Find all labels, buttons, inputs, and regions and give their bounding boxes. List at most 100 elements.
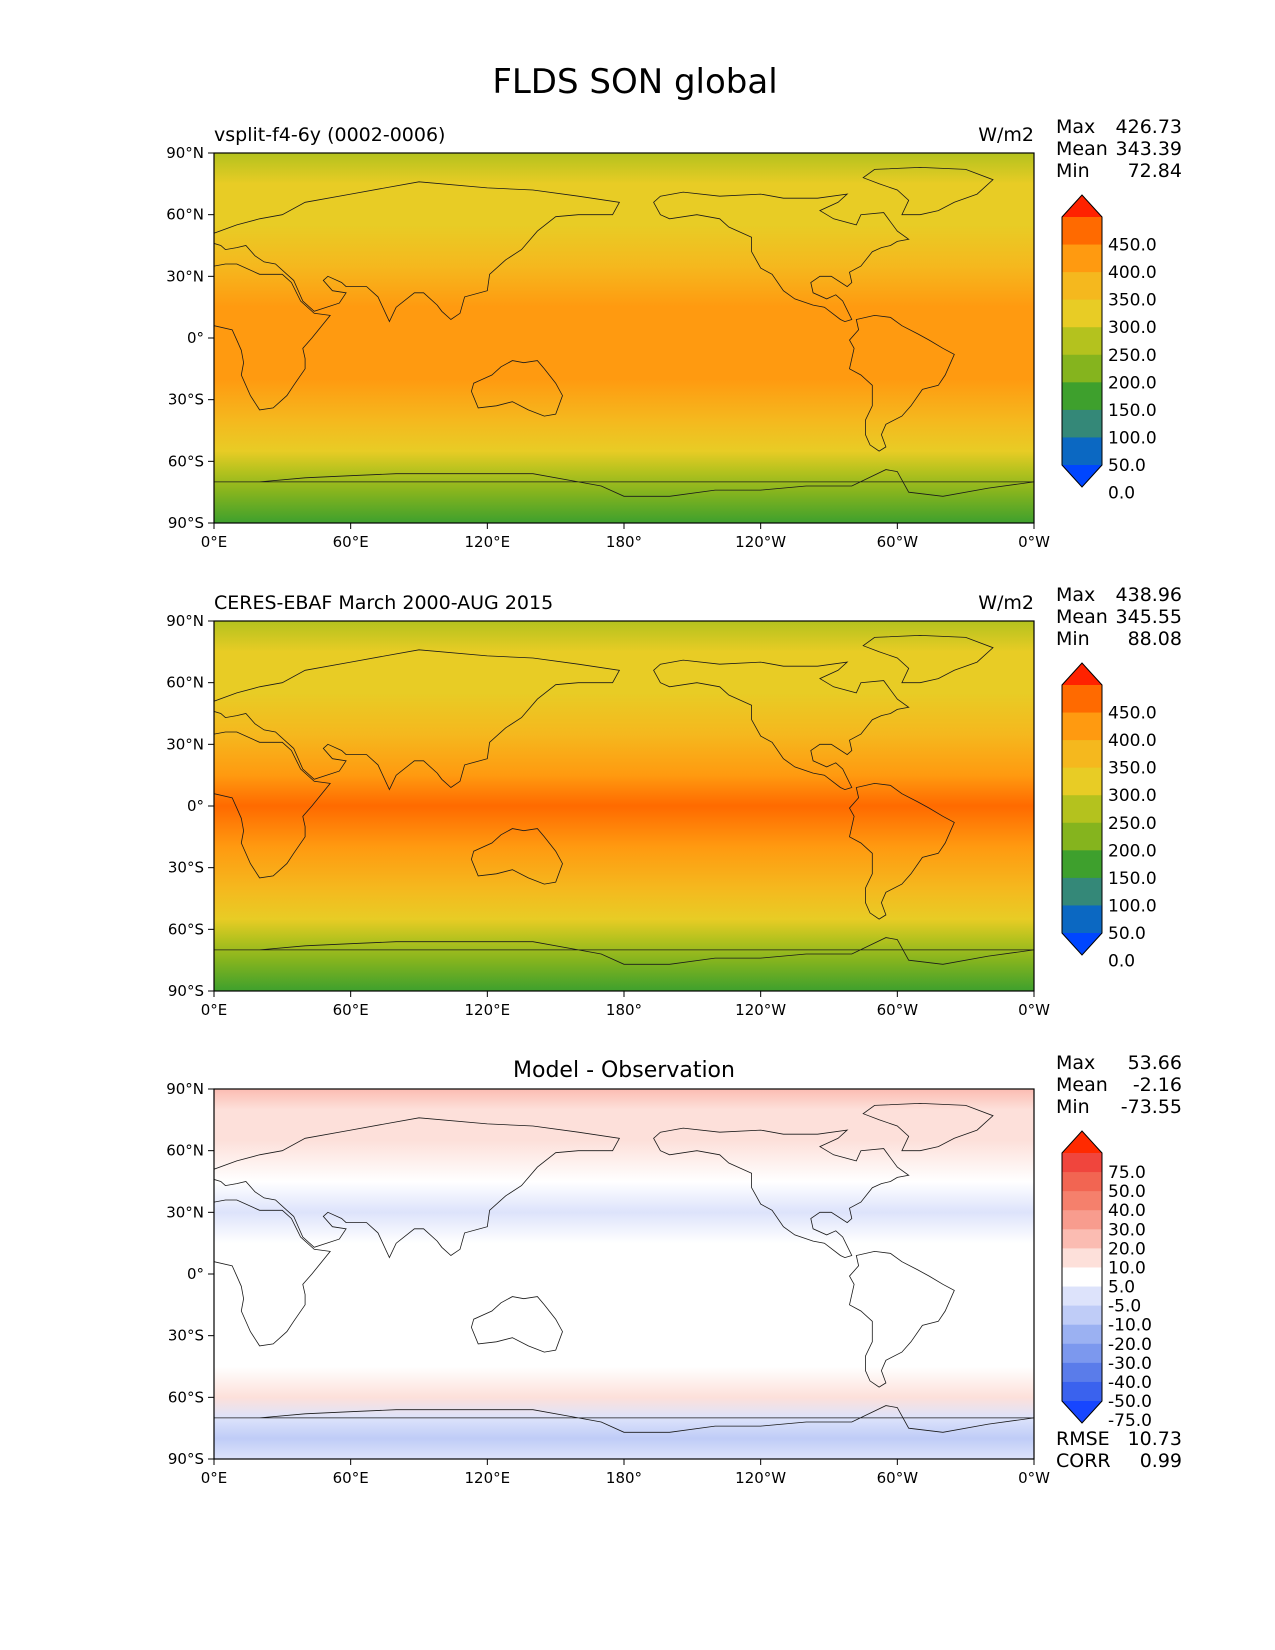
x-tick-label: 60°E xyxy=(333,1469,369,1487)
colorbar-segment xyxy=(1062,1362,1102,1383)
stat-label: Min xyxy=(1056,628,1090,650)
colorbar-extend-min xyxy=(1062,1401,1102,1423)
x-tick-label: 0°E xyxy=(201,1001,228,1019)
colorbar-segment xyxy=(1062,1248,1102,1268)
stat-value: 426.73 xyxy=(1116,116,1182,138)
stat-value: 438.96 xyxy=(1116,584,1182,606)
x-tick-label: 0°E xyxy=(201,1469,228,1487)
y-tick-label: 30°N xyxy=(166,267,204,285)
colorbar-segment xyxy=(1062,795,1102,824)
panel-units: W/m2 xyxy=(978,124,1034,146)
colorbar-segment xyxy=(1062,1229,1102,1249)
colorbar-segment xyxy=(1062,272,1102,301)
colorbar-tick-label: 50.0 xyxy=(1108,456,1146,476)
y-tick-label: 60°N xyxy=(166,674,204,692)
colorbar-outline xyxy=(1061,1130,1103,1424)
stat-value: -2.16 xyxy=(1133,1074,1182,1096)
x-tick-label: 120°E xyxy=(465,533,511,551)
panel-units: W/m2 xyxy=(978,592,1034,614)
colorbar-segment xyxy=(1062,767,1102,796)
colorbar-extend-max xyxy=(1062,1131,1102,1153)
colorbar-segment xyxy=(1062,685,1102,714)
colorbar: 450.0 400.0 350.0 300.0 250.0 200.0 150.0 100.0… xyxy=(1061,662,1157,972)
colorbar-tick-label: 10.0 xyxy=(1108,1258,1146,1278)
stat-label: Mean xyxy=(1056,1074,1108,1096)
stat-value: 343.39 xyxy=(1116,138,1182,160)
stat-label: Min xyxy=(1056,1096,1090,1118)
y-tick-label: 90°S xyxy=(168,514,204,532)
colorbar-segment xyxy=(1062,354,1102,383)
colorbar-segment xyxy=(1062,712,1102,741)
colorbar-extend-max xyxy=(1062,663,1102,685)
colorbar-segment xyxy=(1062,740,1102,769)
colorbar-tick-label: -40.0 xyxy=(1108,1373,1152,1393)
y-tick-label: 0° xyxy=(187,1265,204,1283)
colorbar-tick-label: 150.0 xyxy=(1108,401,1157,421)
y-tick-label: 60°S xyxy=(168,452,204,470)
colorbar-tick-label: 100.0 xyxy=(1108,428,1157,448)
x-tick-label: 120°W xyxy=(735,1001,786,1019)
panel-title: CERES-EBAF March 2000-AUG 2015 xyxy=(214,592,553,614)
map-panel-3: Model - Observation 90°N 60°N 30°N 0° 30°S 60°… xyxy=(166,1052,1182,1487)
colorbar-tick-label: 400.0 xyxy=(1108,731,1157,751)
stat-value: 345.55 xyxy=(1116,606,1182,628)
y-tick-label: 90°S xyxy=(168,1450,204,1468)
colorbar-extend-min xyxy=(1062,465,1102,487)
colorbar-tick-label: 0.0 xyxy=(1108,952,1135,972)
colorbar-segment xyxy=(1062,1153,1102,1173)
x-tick-label: 180° xyxy=(606,1001,642,1019)
colorbar-segment xyxy=(1062,409,1102,438)
x-tick-label: 180° xyxy=(606,1469,642,1487)
x-tick-label: 180° xyxy=(606,533,642,551)
colorbar-segment xyxy=(1062,1210,1102,1230)
y-tick-label: 90°S xyxy=(168,982,204,1000)
figure-title: FLDS SON global xyxy=(492,62,777,102)
x-tick-label: 60°W xyxy=(877,1001,919,1019)
colorbar: 450.0 400.0 350.0 300.0 250.0 200.0 150.0 100.0… xyxy=(1061,194,1157,504)
colorbar-segment xyxy=(1062,327,1102,356)
colorbar-tick-label: -10.0 xyxy=(1108,1316,1152,1336)
stat-label: Max xyxy=(1056,116,1095,138)
x-tick-label: 120°E xyxy=(465,1469,511,1487)
y-tick-label: 0° xyxy=(187,329,204,347)
colorbar-tick-label: 0.0 xyxy=(1108,484,1135,504)
colorbar: 75.050.040.030.020.010.05.0-5.0-10.0-20.… xyxy=(1061,1130,1152,1431)
x-tick-label: 60°W xyxy=(877,1469,919,1487)
colorbar-tick-label: 30.0 xyxy=(1108,1220,1146,1240)
colorbar-extend-min xyxy=(1062,933,1102,955)
colorbar-tick-label: -75.0 xyxy=(1108,1411,1152,1431)
colorbar-tick-label: 450.0 xyxy=(1108,704,1157,724)
colorbar-tick-label: 5.0 xyxy=(1108,1278,1135,1298)
colorbar-tick-label: 200.0 xyxy=(1108,373,1157,393)
y-tick-label: 90°N xyxy=(166,612,204,630)
x-tick-label: 60°E xyxy=(333,1001,369,1019)
corr-label: CORR xyxy=(1056,1450,1111,1472)
colorbar-tick-label: -5.0 xyxy=(1108,1297,1141,1317)
colorbar-tick-label: -50.0 xyxy=(1108,1392,1152,1412)
colorbar-tick-label: 300.0 xyxy=(1108,318,1157,338)
stat-label: Max xyxy=(1056,584,1095,606)
colorbar-segment xyxy=(1062,877,1102,906)
x-tick-label: 0°W xyxy=(1018,533,1050,551)
colorbar-segment xyxy=(1062,1343,1102,1364)
colorbar-tick-label: 400.0 xyxy=(1108,263,1157,283)
rmse-label: RMSE xyxy=(1056,1428,1110,1450)
y-tick-label: 30°S xyxy=(168,1327,204,1345)
stat-value: 72.84 xyxy=(1128,160,1182,182)
x-tick-label: 120°W xyxy=(735,1469,786,1487)
colorbar-outline xyxy=(1061,662,1103,956)
stat-label: Mean xyxy=(1056,138,1108,160)
y-tick-label: 90°N xyxy=(166,144,204,162)
colorbar-tick-label: 250.0 xyxy=(1108,814,1157,834)
colorbar-tick-label: 300.0 xyxy=(1108,786,1157,806)
stat-label: Min xyxy=(1056,160,1090,182)
colorbar-segment xyxy=(1062,905,1102,934)
colorbar-segment xyxy=(1062,1324,1102,1345)
colorbar-segment xyxy=(1062,1172,1102,1192)
stat-label: Max xyxy=(1056,1052,1095,1074)
colorbar-segment xyxy=(1062,217,1102,246)
y-tick-label: 60°N xyxy=(166,206,204,224)
colorbar-tick-label: 250.0 xyxy=(1108,346,1157,366)
